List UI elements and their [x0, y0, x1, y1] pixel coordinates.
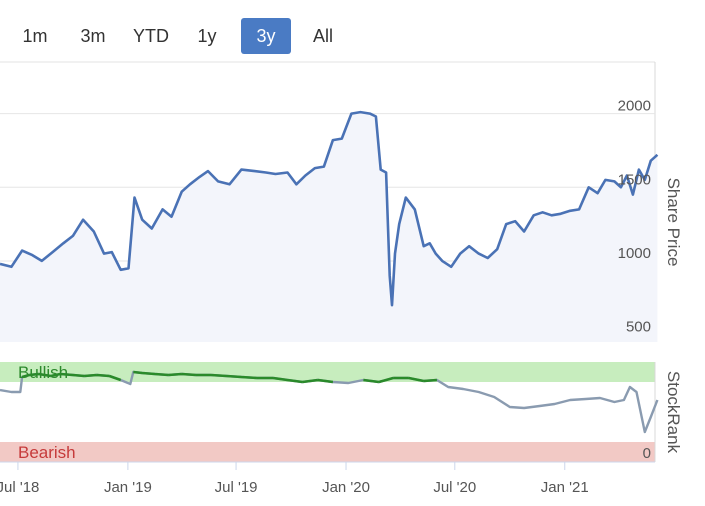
price-y-tick-label: 2000: [618, 98, 651, 115]
range-button-3y[interactable]: 3y: [241, 18, 291, 54]
price-axis-title: Share Price: [664, 178, 683, 267]
range-button-1y[interactable]: 1y: [197, 26, 217, 46]
x-tick-label: Jul '19: [215, 479, 258, 496]
price-line: [0, 110, 659, 307]
range-button-3m[interactable]: 3m: [80, 26, 106, 46]
rank-band-bullish: [0, 362, 655, 382]
rank-line-bullish: [21, 370, 437, 384]
range-button-ytd[interactable]: YTD: [133, 26, 169, 46]
price-area: [0, 112, 658, 342]
rank-band-label-bearish: Bearish: [18, 443, 76, 462]
rank-y-tick-label: 0: [643, 445, 651, 462]
rank-band-bearish: [0, 442, 655, 462]
range-button-all[interactable]: All: [312, 26, 333, 46]
x-tick-label: Jan '21: [541, 479, 589, 496]
x-tick-label: Jul '20: [433, 479, 476, 496]
rank-band-label-bullish: Bullish: [18, 363, 68, 382]
range-selector: 1m 3m YTD 1y 3y All: [0, 18, 400, 54]
rank-axis-title: StockRank: [664, 371, 683, 454]
price-y-tick-label: 500: [626, 319, 651, 336]
range-button-1m[interactable]: 1m: [22, 26, 48, 46]
x-tick-label: Jan '20: [322, 479, 370, 496]
price-y-tick-label: 1500: [618, 171, 651, 188]
x-tick-label: Jul '18: [0, 479, 39, 496]
price-y-tick-label: 1000: [618, 245, 651, 262]
x-tick-label: Jan '19: [104, 479, 152, 496]
